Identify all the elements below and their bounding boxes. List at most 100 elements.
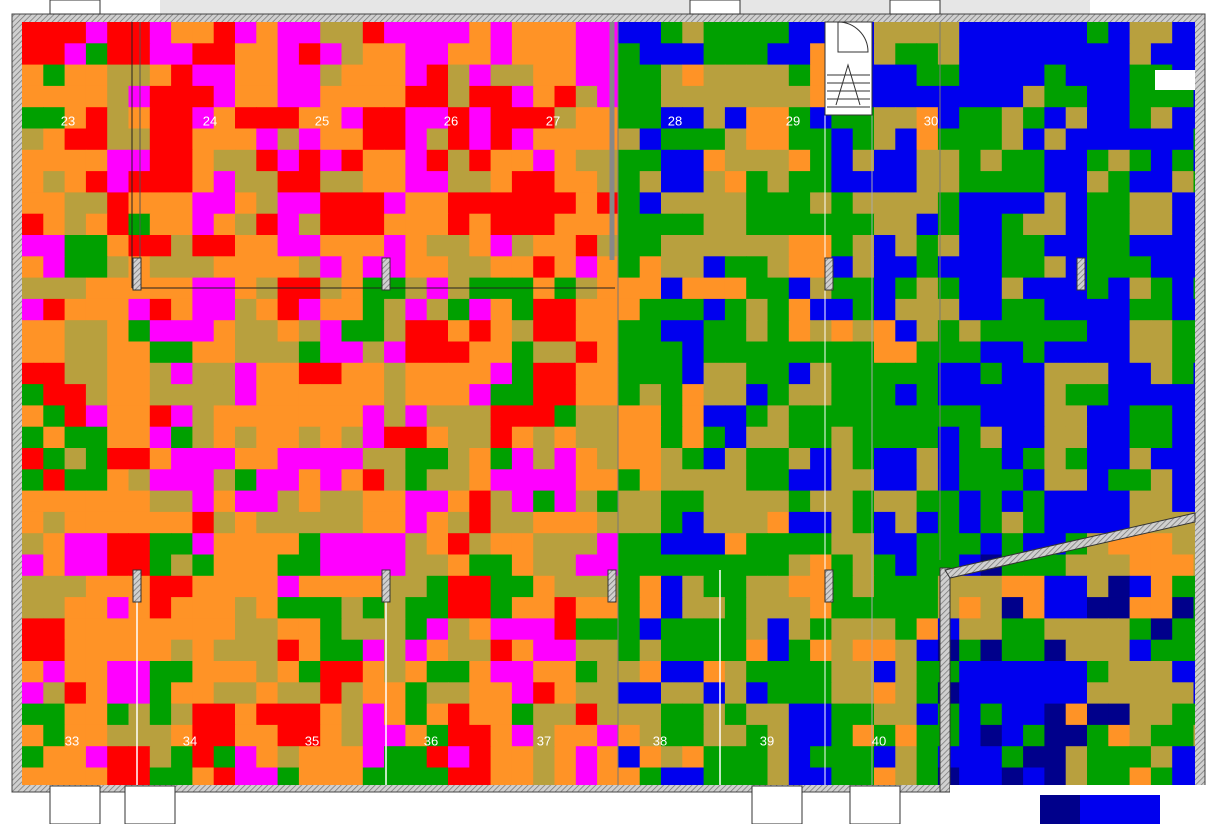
heat-cell xyxy=(661,277,683,300)
heat-cell xyxy=(298,533,321,555)
heat-cell xyxy=(639,703,662,726)
heat-cell xyxy=(298,426,321,449)
heat-cell xyxy=(85,575,108,598)
heat-cell xyxy=(298,64,321,87)
heat-cell xyxy=(149,22,172,44)
heat-cell xyxy=(149,767,172,785)
heat-cell xyxy=(490,85,513,108)
heat-cell xyxy=(85,618,108,641)
heat-cell xyxy=(554,533,577,555)
heat-cell xyxy=(85,298,108,321)
heat-cell xyxy=(320,511,342,534)
heat-cell xyxy=(277,426,300,449)
heat-cell xyxy=(405,703,428,726)
heat-cell xyxy=(490,575,513,598)
heat-cell xyxy=(320,703,342,726)
heat-cell xyxy=(448,85,470,108)
heat-cell xyxy=(937,43,960,66)
heat-cell xyxy=(171,469,193,492)
heat-cell xyxy=(22,384,44,406)
heat-cell xyxy=(980,618,1003,641)
heat-cell xyxy=(448,639,470,662)
heat-cell xyxy=(1001,511,1024,534)
heat-cell xyxy=(277,384,300,406)
heat-cell xyxy=(85,341,108,364)
heat-cell xyxy=(341,362,364,385)
heat-cell xyxy=(554,171,577,193)
heat-cell xyxy=(1044,171,1067,193)
heat-cell xyxy=(533,746,555,768)
heat-cell xyxy=(235,171,257,193)
heat-cell xyxy=(1044,746,1067,768)
heat-cell xyxy=(575,149,598,172)
heat-cell xyxy=(746,767,768,785)
heat-cell xyxy=(533,554,555,577)
heat-cell xyxy=(341,703,364,726)
heat-cell xyxy=(43,85,66,108)
heat-cell xyxy=(341,171,364,193)
heat-cell xyxy=(980,128,1003,151)
heat-cell xyxy=(533,192,555,215)
heat-cell xyxy=(1129,746,1152,768)
heat-cell xyxy=(448,43,470,66)
heat-cell xyxy=(1087,85,1109,108)
heat-cell xyxy=(43,597,66,619)
heat-cell xyxy=(852,256,875,279)
heat-cell xyxy=(1150,639,1173,662)
heat-cell xyxy=(511,64,534,87)
heat-cell xyxy=(43,22,66,44)
heat-cell xyxy=(895,597,918,619)
heat-cell xyxy=(1044,213,1067,236)
heat-cell xyxy=(1001,64,1024,87)
heat-cell xyxy=(724,597,747,619)
heat-cell xyxy=(959,298,981,321)
heat-cell xyxy=(682,213,705,236)
heat-cell xyxy=(533,575,555,598)
heat-cell xyxy=(916,22,939,44)
heat-cell xyxy=(43,341,66,364)
heat-cell xyxy=(1172,171,1194,193)
heat-cell xyxy=(810,171,832,193)
heat-cell xyxy=(767,213,790,236)
heat-cell xyxy=(22,746,44,768)
heat-cell xyxy=(1129,426,1152,449)
heat-cell xyxy=(1129,107,1152,129)
heat-cell xyxy=(384,341,406,364)
heat-cell xyxy=(384,618,406,641)
heat-cell xyxy=(1001,362,1024,385)
heat-cell xyxy=(362,639,385,662)
heat-cell xyxy=(256,469,279,492)
heat-cell xyxy=(192,639,215,662)
heat-cell xyxy=(149,64,172,87)
heat-cell xyxy=(192,128,215,151)
heat-cell xyxy=(256,362,279,385)
heat-cell xyxy=(746,128,768,151)
heat-cell xyxy=(1044,448,1067,470)
heat-cell xyxy=(1001,448,1024,470)
heat-cell xyxy=(235,639,257,662)
heat-cell xyxy=(703,767,726,785)
heat-cell xyxy=(213,171,236,193)
heat-cell xyxy=(703,554,726,577)
heat-cell xyxy=(171,107,193,129)
heat-cell xyxy=(1065,511,1088,534)
heat-cell xyxy=(831,490,854,513)
heat-cell xyxy=(405,639,428,662)
heat-cell xyxy=(43,746,66,768)
heat-cell xyxy=(1001,256,1024,279)
heat-cell xyxy=(213,362,236,385)
heat-cell xyxy=(85,128,108,151)
heat-cell xyxy=(64,362,87,385)
heat-cell xyxy=(320,767,342,785)
heat-cell xyxy=(959,426,981,449)
heat-cell xyxy=(1150,703,1173,726)
heat-cell xyxy=(298,767,321,785)
heat-cell xyxy=(256,213,279,236)
heat-cell xyxy=(426,597,449,619)
heat-cell xyxy=(1129,213,1152,236)
heat-cell xyxy=(405,171,428,193)
heat-cell xyxy=(746,746,768,768)
heat-cell xyxy=(341,384,364,406)
heat-cell xyxy=(533,85,555,108)
heat-cell xyxy=(703,724,726,747)
